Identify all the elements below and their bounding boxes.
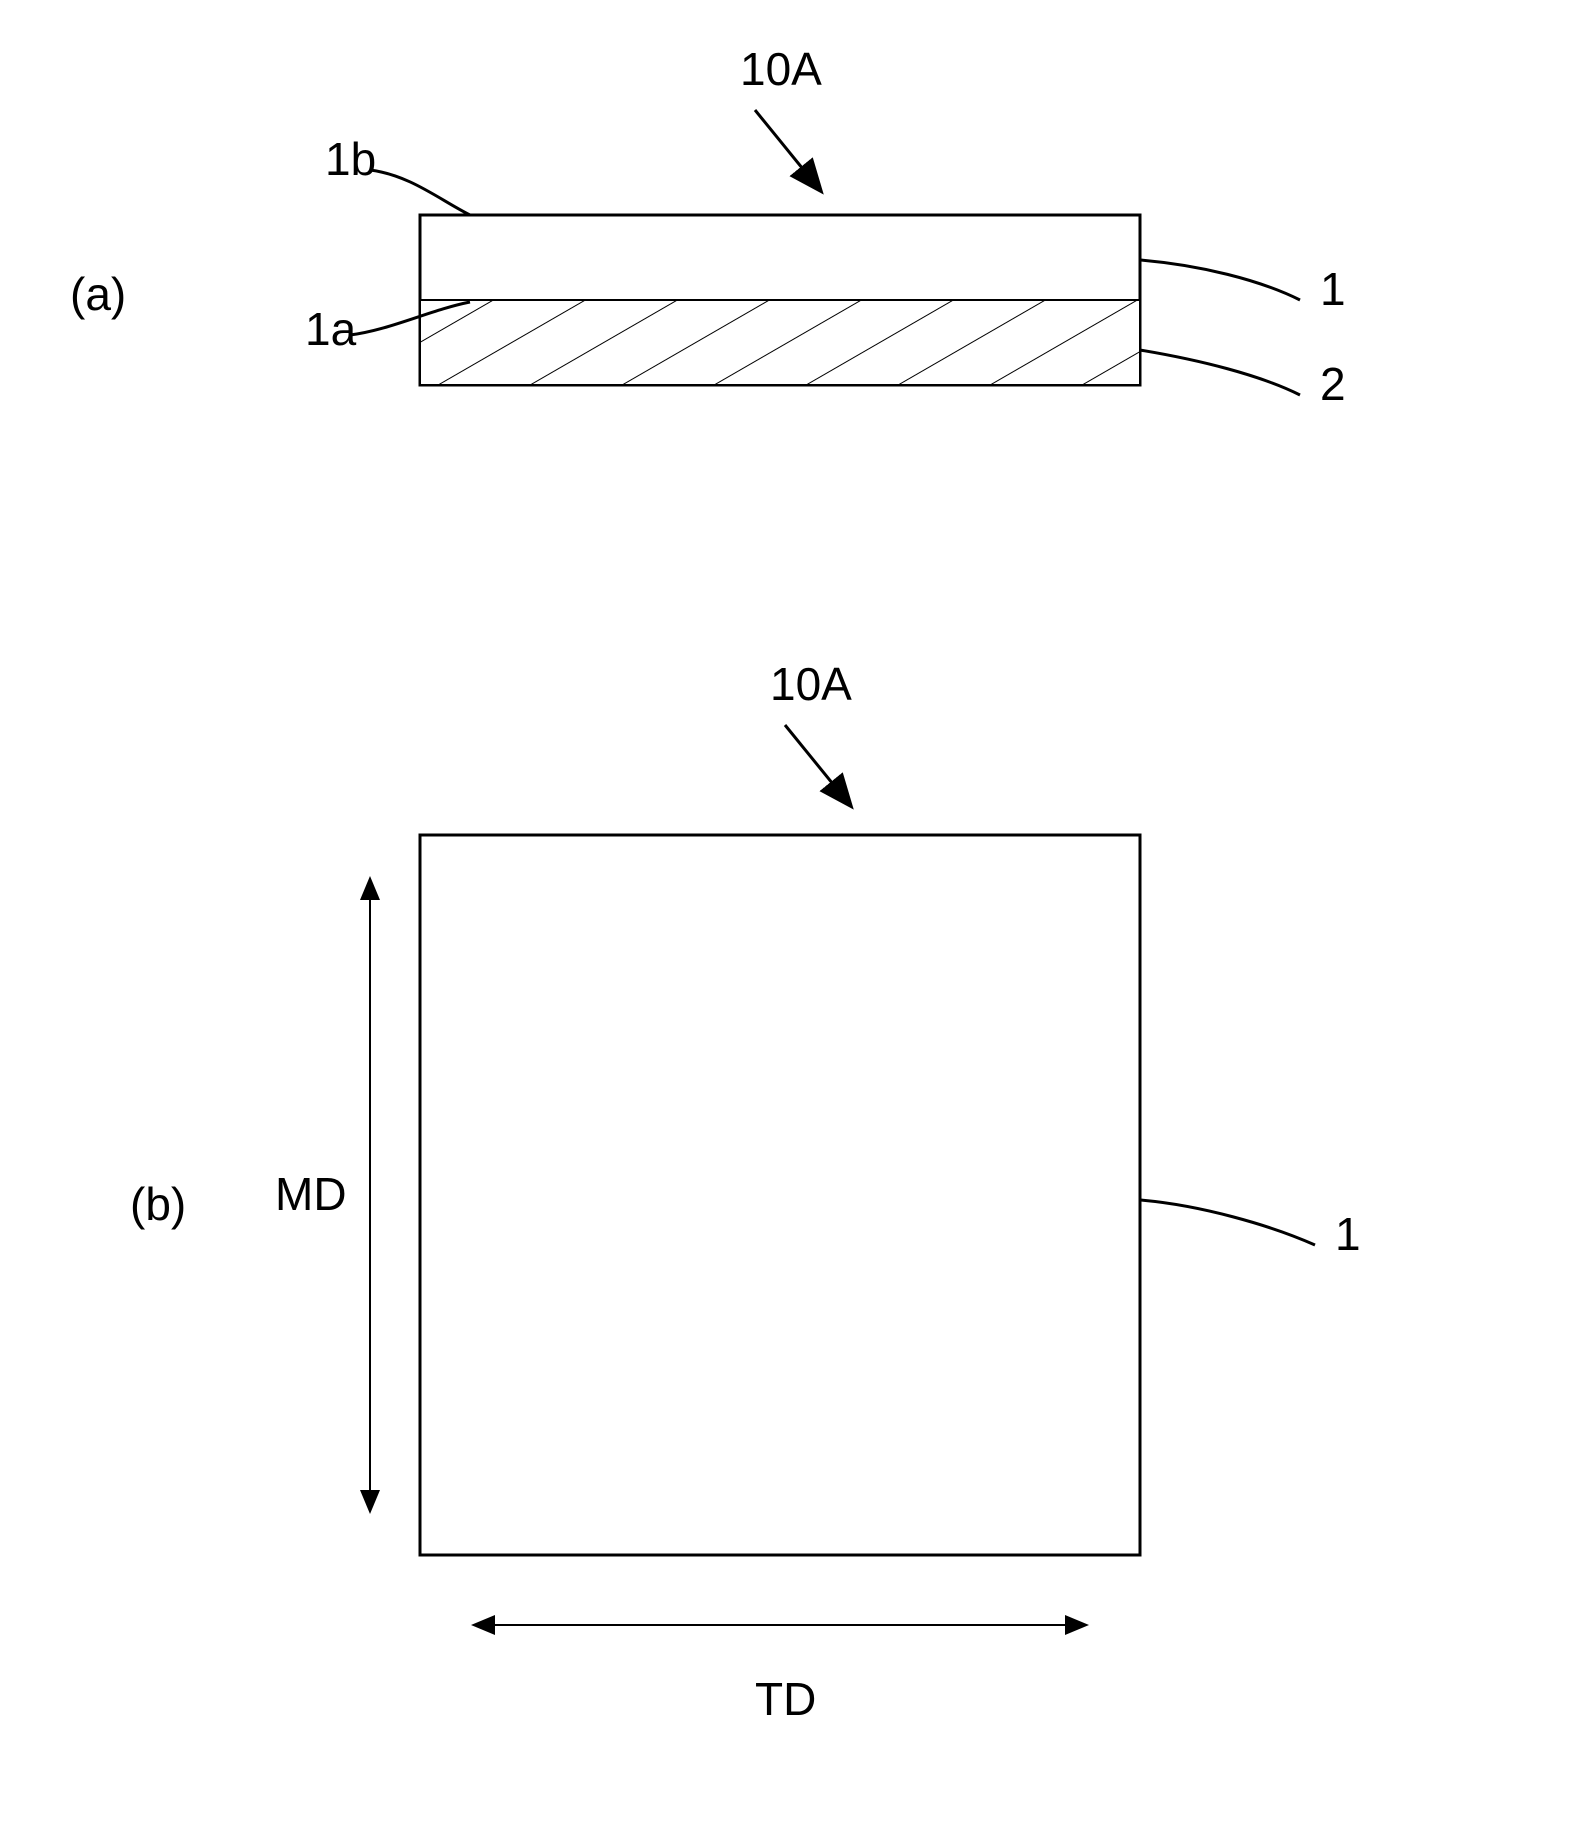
figA.callouts.lbl_1a.text: 1a xyxy=(305,303,357,355)
figB.callout_1.text: 1 xyxy=(1335,1208,1361,1260)
figB.panel_label: (b) xyxy=(130,1178,186,1230)
diagram-canvas: (a) 10A 1b 1a 1 2 (b) 10A MD TD 1 xyxy=(0,0,1569,1837)
figB.top_label: 10A xyxy=(770,658,852,710)
figA.top_label: 10A xyxy=(740,43,822,95)
figA.panel_label: (a) xyxy=(70,268,126,320)
layer-2-hatched xyxy=(420,300,1140,385)
figB.md_label: MD xyxy=(275,1168,347,1220)
figA.callouts.lbl_1.text: 1 xyxy=(1320,263,1346,315)
figB.td_label: TD xyxy=(755,1673,816,1725)
plan-view-rect xyxy=(420,835,1140,1555)
figA.callouts.lbl_2.text: 2 xyxy=(1320,358,1346,410)
figA.callouts.lbl_1b.text: 1b xyxy=(325,133,376,185)
